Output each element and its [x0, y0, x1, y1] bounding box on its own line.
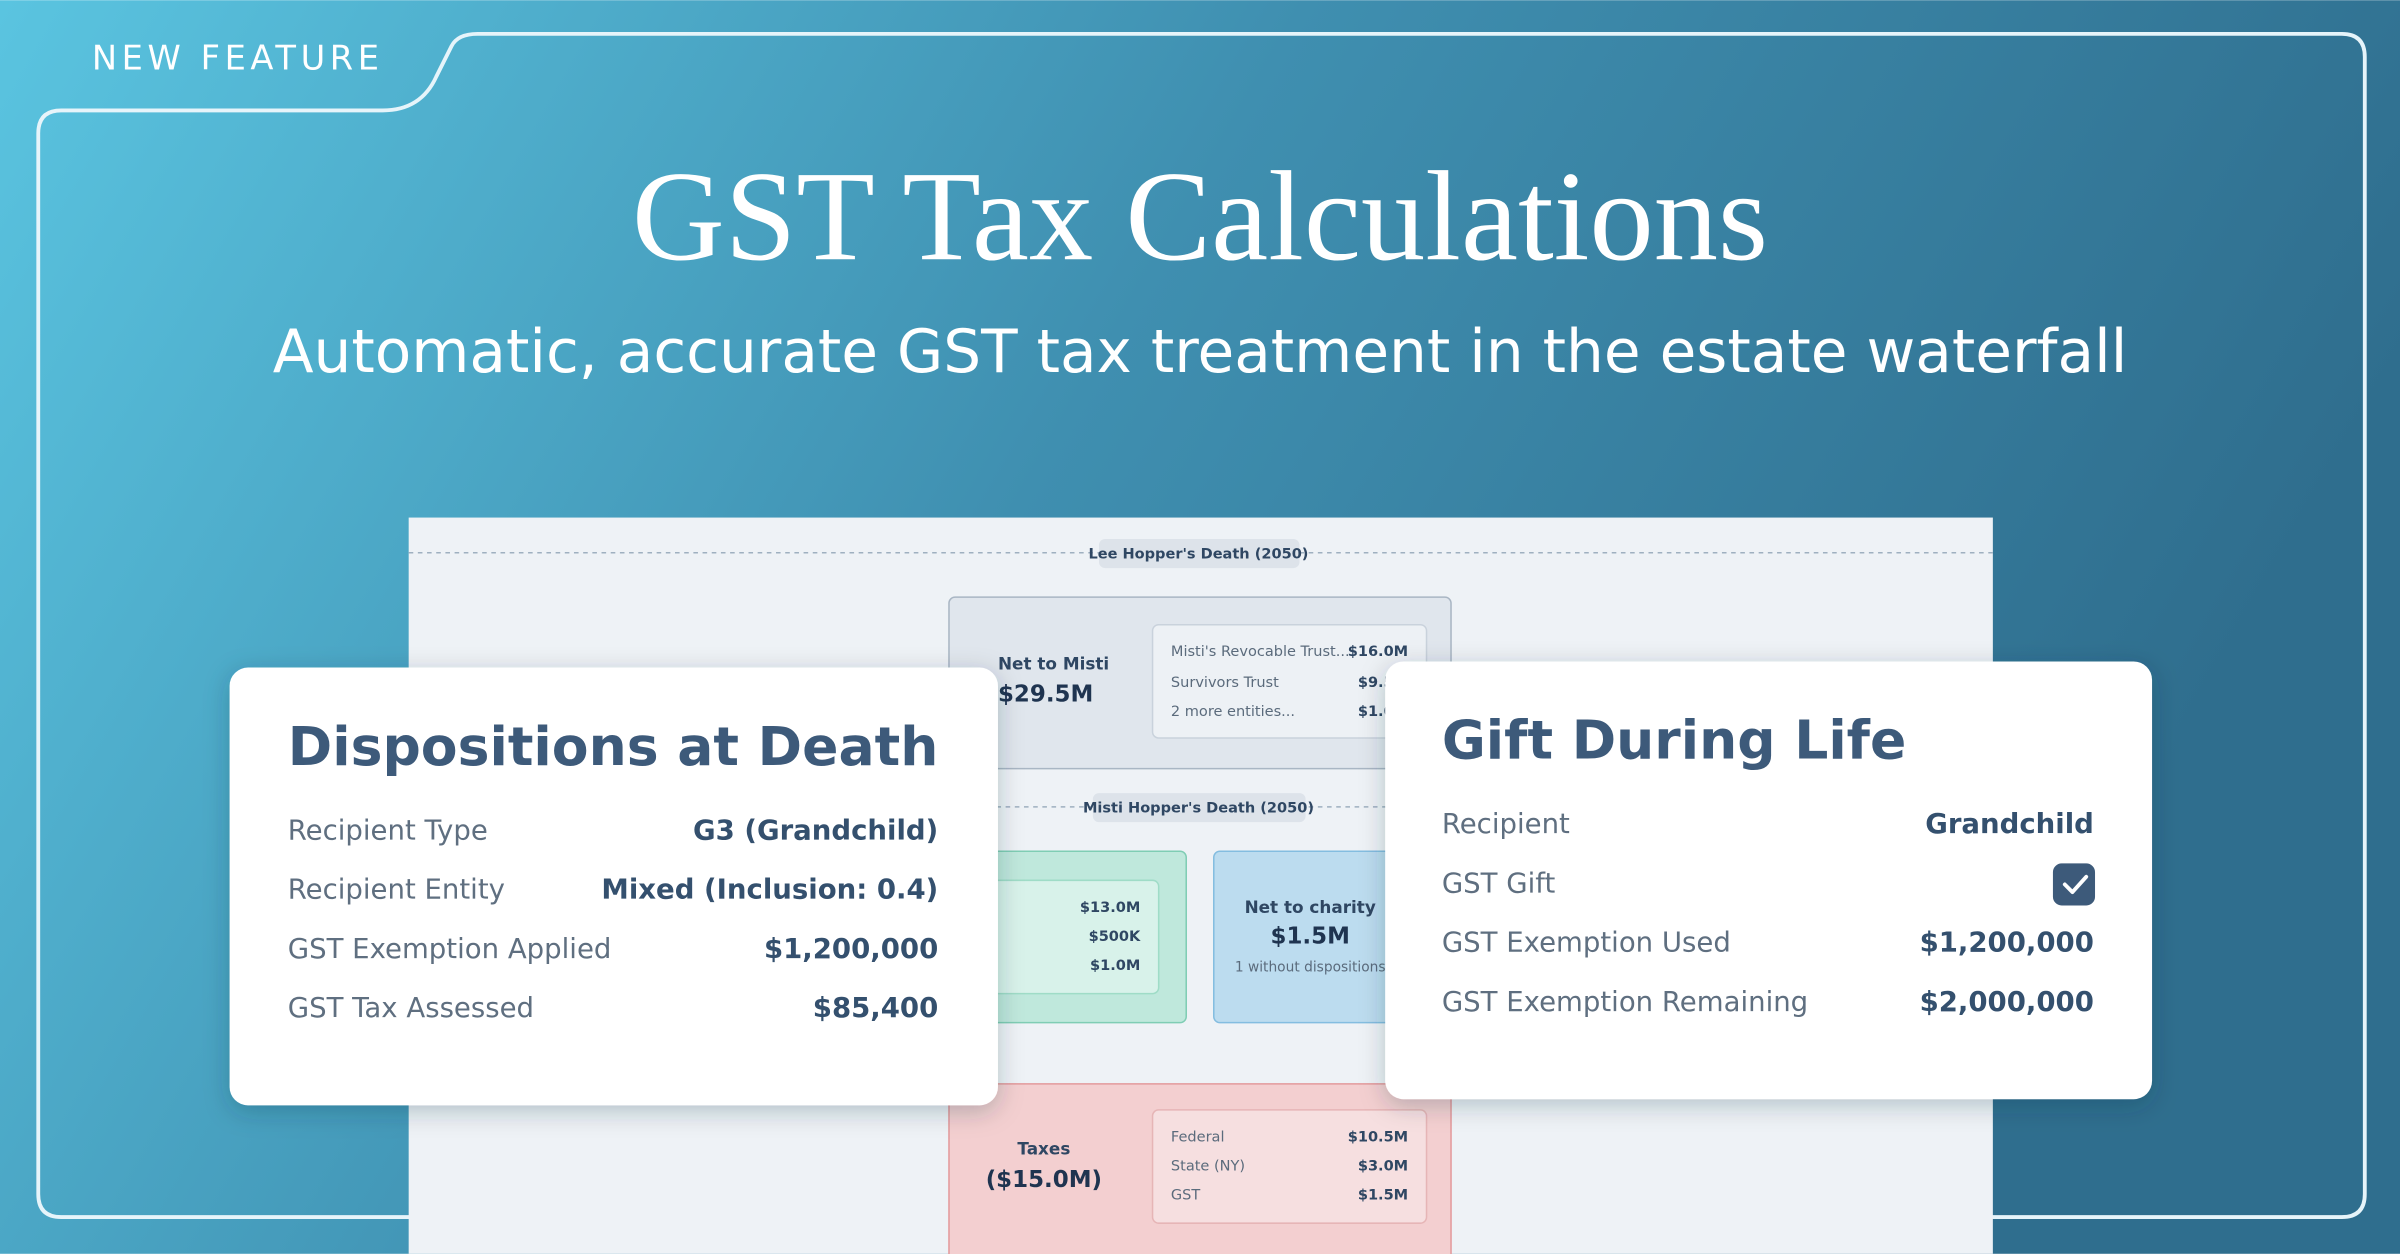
checkbox	[2052, 863, 2096, 906]
row-value: Mixed (Inclusion: 0.4)	[601, 874, 938, 906]
section-label: Lee Hopper's Death (2050)	[1088, 546, 1308, 562]
box-label: Net to Misti	[998, 654, 1109, 674]
box-label: Net to charity	[1245, 897, 1376, 917]
row-label: GST	[1171, 1188, 1200, 1204]
row-label: Misti's Revocable Trust...	[1171, 644, 1350, 660]
checkmark	[2062, 874, 2089, 895]
row-value: $1.0M	[1090, 958, 1140, 974]
inner-box	[1151, 1109, 1428, 1224]
row-value: Grandchild	[1925, 808, 2094, 840]
frame	[36, 31, 2367, 1219]
row-value: G3 (Grandchild)	[693, 814, 938, 846]
box-note: 1 without dispositions	[1235, 960, 1386, 976]
card-title: Gift During Life	[1442, 709, 1907, 772]
row-value: $500K	[1089, 929, 1141, 945]
row-label: Recipient Type	[288, 814, 488, 846]
row-label: State (NY)	[1171, 1159, 1245, 1175]
row-label: GST Exemption Used	[1442, 927, 1731, 959]
row-label: GST Exemption Applied	[288, 933, 612, 965]
section-pill	[1098, 538, 1300, 569]
row-value: $3.0M	[1358, 1159, 1408, 1175]
box-amount: $1.5M	[1270, 923, 1349, 949]
box-amount: $29.5M	[998, 682, 1093, 708]
card	[1385, 661, 2153, 1100]
subtitle: Automatic, accurate GST tax treatment in…	[273, 318, 2128, 387]
left-card: Dispositions at Death Recipient Type G3 (…	[229, 667, 998, 1106]
row-value: $85,400	[813, 992, 938, 1024]
row-label: GST Gift	[1442, 867, 1556, 899]
row-value: $2,000,000	[1920, 986, 2094, 1018]
row-label: GST Tax Assessed	[288, 992, 534, 1024]
row-label: Federal	[1171, 1129, 1225, 1145]
row-value: $16.0M	[1348, 644, 1408, 660]
row-value: $10.5M	[1348, 1129, 1408, 1145]
row-value: $13.0M	[1080, 900, 1140, 916]
row-label: Recipient	[1442, 808, 1570, 840]
title: GST Tax Calculations	[632, 144, 1768, 287]
right-card: Gift During Life Recipient Grandchild GST …	[1385, 661, 2153, 1100]
row-value: $1.5M	[1358, 1188, 1408, 1204]
row-label: Survivors Trust	[1171, 675, 1279, 691]
badge: NEW FEATURE	[92, 38, 384, 77]
box-amount: ($15.0M)	[986, 1167, 1102, 1193]
row-label: 2 more entities...	[1171, 704, 1295, 720]
row-value: $1,200,000	[764, 933, 938, 965]
card	[229, 667, 998, 1106]
row-label: Recipient Entity	[288, 874, 505, 906]
box-label: Taxes	[1017, 1139, 1070, 1159]
row-value: $1,200,000	[1920, 927, 2094, 959]
section-pill	[1092, 793, 1306, 823]
card-title: Dispositions at Death	[288, 715, 939, 778]
section-label: Misti Hopper's Death (2050)	[1083, 800, 1314, 816]
row-label: GST Exemption Remaining	[1442, 986, 1808, 1018]
